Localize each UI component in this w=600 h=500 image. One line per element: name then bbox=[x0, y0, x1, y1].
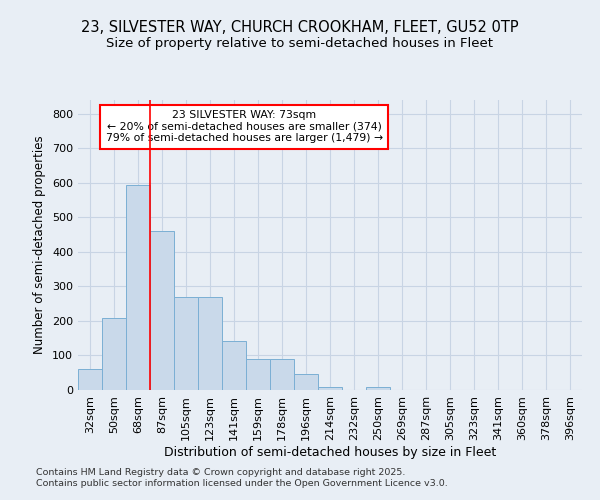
Bar bbox=[270, 359, 294, 390]
Bar bbox=[198, 297, 222, 390]
Bar bbox=[174, 297, 198, 390]
X-axis label: Distribution of semi-detached houses by size in Fleet: Distribution of semi-detached houses by … bbox=[164, 446, 496, 458]
Bar bbox=[150, 231, 174, 390]
Text: 23, SILVESTER WAY, CHURCH CROOKHAM, FLEET, GU52 0TP: 23, SILVESTER WAY, CHURCH CROOKHAM, FLEE… bbox=[81, 20, 519, 35]
Bar bbox=[246, 359, 270, 390]
Text: Contains HM Land Registry data © Crown copyright and database right 2025.
Contai: Contains HM Land Registry data © Crown c… bbox=[36, 468, 448, 487]
Text: 23 SILVESTER WAY: 73sqm
← 20% of semi-detached houses are smaller (374)
79% of s: 23 SILVESTER WAY: 73sqm ← 20% of semi-de… bbox=[106, 110, 383, 144]
Bar bbox=[126, 184, 150, 390]
Bar bbox=[102, 318, 126, 390]
Y-axis label: Number of semi-detached properties: Number of semi-detached properties bbox=[34, 136, 46, 354]
Bar bbox=[222, 340, 246, 390]
Bar bbox=[78, 370, 102, 390]
Bar bbox=[318, 386, 342, 390]
Text: Size of property relative to semi-detached houses in Fleet: Size of property relative to semi-detach… bbox=[107, 38, 493, 51]
Bar bbox=[366, 386, 390, 390]
Bar bbox=[294, 374, 318, 390]
